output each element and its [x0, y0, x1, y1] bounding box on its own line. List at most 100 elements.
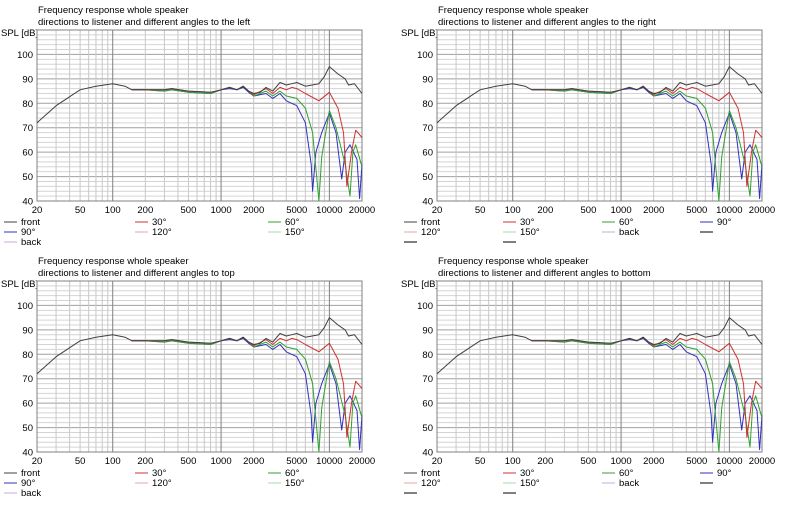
x-tick-label: 5000 [286, 456, 307, 467]
legend-label: 150° [285, 478, 305, 489]
y-axis-label: SPL [dB] [1, 279, 38, 290]
y-axis-label: SPL [dB] [401, 279, 438, 290]
y-tick-label: 90 [22, 325, 33, 336]
y-tick-label: 100 [417, 50, 433, 61]
y-tick-label: 80 [22, 350, 33, 361]
x-tick-label: 20 [432, 456, 443, 467]
x-tick-label: 20 [32, 456, 43, 467]
y-tick-label: 50 [22, 423, 33, 434]
y-tick-label: 70 [422, 374, 433, 385]
x-tick-label: 100 [505, 205, 521, 216]
x-tick-label: 2000 [243, 205, 264, 216]
y-axis-label: SPL [dB] [401, 28, 438, 39]
y-tick-label: 70 [422, 123, 433, 134]
y-tick-label: 60 [422, 148, 433, 159]
y-tick-label: 90 [422, 325, 433, 336]
x-tick-label: 20 [32, 205, 43, 216]
x-tick-label: 500 [581, 456, 597, 467]
plot-frame [36, 280, 363, 453]
series-line-60° [131, 85, 363, 202]
legend-label: 30° [520, 468, 535, 479]
x-tick-label: 1000 [210, 205, 231, 216]
series-line-60° [531, 336, 763, 453]
x-tick-label: 20000 [349, 205, 375, 216]
y-tick-label: 100 [417, 301, 433, 312]
chart-title: Frequency response whole speaker [438, 5, 589, 16]
x-tick-label: 100 [505, 456, 521, 467]
y-tick-label: 70 [22, 123, 33, 134]
plot-frame [436, 29, 763, 202]
y-tick-label: 50 [422, 172, 433, 183]
legend-label: back [619, 227, 639, 238]
legend-label: front [21, 217, 40, 228]
plot-frame [436, 280, 763, 453]
legend-label: 120° [421, 478, 441, 489]
x-tick-label: 200 [137, 456, 153, 467]
x-tick-label: 1000 [610, 456, 631, 467]
y-tick-label: 100 [17, 50, 33, 61]
y-tick-label: 40 [422, 448, 433, 459]
series-line-front [436, 66, 763, 124]
chart-subtitle: directions to listener and different ang… [438, 17, 656, 28]
legend-label: 60° [285, 468, 300, 479]
x-tick-label: 200 [137, 205, 153, 216]
y-tick-label: 70 [22, 374, 33, 385]
x-tick-label: 1000 [610, 205, 631, 216]
series-line-60° [531, 85, 763, 202]
x-tick-label: 20000 [749, 205, 775, 216]
legend-label: 90° [717, 217, 732, 228]
x-tick-label: 10000 [716, 205, 742, 216]
x-tick-label: 20000 [749, 456, 775, 467]
plot-area [437, 30, 762, 201]
y-tick-label: 80 [422, 350, 433, 361]
x-tick-label: 20000 [349, 456, 375, 467]
legend-label: 150° [285, 227, 305, 238]
y-tick-label: 50 [422, 423, 433, 434]
legend-label: 90° [717, 468, 732, 479]
y-tick-label: 60 [22, 148, 33, 159]
legend-label: front [421, 217, 440, 228]
legend-label: front [21, 468, 40, 479]
legend-label: back [619, 478, 639, 489]
y-tick-label: 90 [422, 74, 433, 85]
x-tick-label: 100 [105, 205, 121, 216]
x-tick-label: 1000 [210, 456, 231, 467]
x-tick-label: 10000 [316, 456, 342, 467]
plot-area [437, 281, 762, 452]
legend-label: 150° [520, 478, 540, 489]
chart-title: Frequency response whole speaker [438, 256, 589, 267]
plot-area [37, 281, 362, 452]
chart-title: Frequency response whole speaker [38, 256, 189, 267]
x-tick-label: 5000 [686, 456, 707, 467]
x-tick-label: 2000 [643, 205, 664, 216]
x-tick-label: 10000 [716, 456, 742, 467]
y-tick-label: 80 [22, 99, 33, 110]
chart-title: Frequency response whole speaker [38, 5, 189, 16]
legend-label: 30° [152, 217, 167, 228]
x-tick-label: 20 [432, 205, 443, 216]
y-tick-label: 90 [22, 74, 33, 85]
y-tick-label: 40 [22, 197, 33, 208]
series-line-front [36, 66, 363, 124]
y-tick-label: 40 [422, 197, 433, 208]
legend-label: 30° [152, 468, 167, 479]
y-tick-label: 60 [422, 399, 433, 410]
x-tick-label: 500 [181, 205, 197, 216]
legend-label: 120° [152, 227, 172, 238]
x-tick-label: 200 [537, 456, 553, 467]
series-line-60° [131, 336, 363, 453]
chart-panel-3: Frequency response whole speakerdirectio… [1, 256, 375, 499]
legend-label: 60° [619, 468, 634, 479]
legend-label: 90° [21, 227, 36, 238]
legend-label: back [21, 237, 41, 248]
legend-label: 30° [520, 217, 535, 228]
x-tick-label: 2000 [243, 456, 264, 467]
x-tick-label: 50 [75, 205, 86, 216]
y-tick-label: 40 [22, 448, 33, 459]
legend-label: front [421, 468, 440, 479]
x-tick-label: 50 [475, 456, 486, 467]
x-tick-label: 50 [475, 205, 486, 216]
x-tick-label: 500 [181, 456, 197, 467]
legend-label: 120° [152, 478, 172, 489]
